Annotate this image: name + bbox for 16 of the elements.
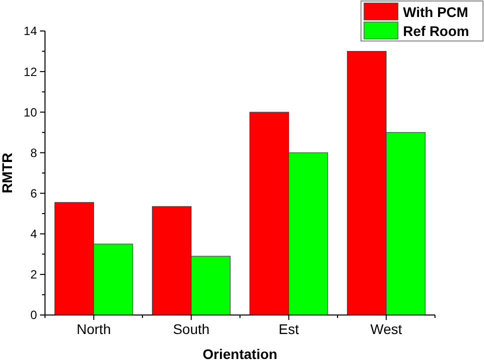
y-tick-label: 0 xyxy=(30,308,38,322)
y-axis-title: RMTR xyxy=(0,152,15,194)
x-tick-label: South xyxy=(172,321,210,337)
y-tick-label: 6 xyxy=(30,186,38,200)
y-tick-label: 2 xyxy=(30,268,38,282)
x-tick-label: West xyxy=(370,321,402,337)
legend-label: Ref Room xyxy=(403,22,470,39)
x-axis-title: Orientation xyxy=(202,346,278,362)
x-tick-label: North xyxy=(76,321,111,337)
y-tick-label: 10 xyxy=(24,105,38,120)
x-tick-label: Est xyxy=(278,321,299,337)
y-tick-label: 8 xyxy=(30,146,38,160)
legend-label: With PCM xyxy=(403,4,468,20)
y-tick-label: 14 xyxy=(24,24,38,38)
y-tick-label: 4 xyxy=(30,227,38,242)
y-tick-label: 12 xyxy=(24,64,38,79)
